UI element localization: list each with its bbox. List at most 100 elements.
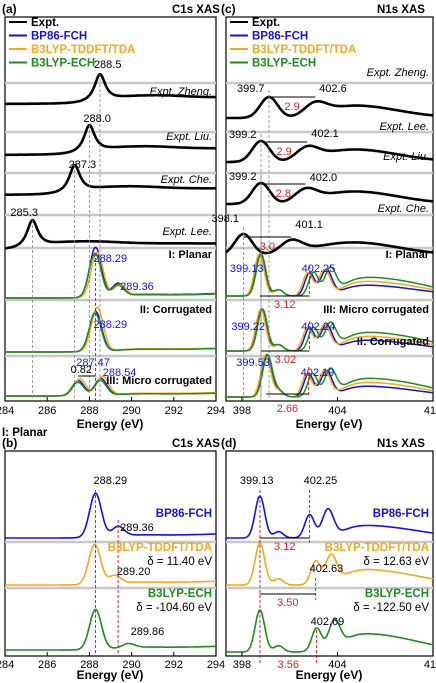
panel-b-title: C1s XAS: [172, 438, 220, 450]
x-tick-label: 290: [122, 405, 140, 417]
panel-d-curves: [226, 494, 434, 653]
expt-curve: [226, 139, 434, 164]
model-label: III: Micro corrugated: [323, 304, 429, 316]
x-tick-label: 294: [207, 659, 225, 671]
gap-label: 2.9: [276, 146, 291, 158]
expt-source-label: Expt. Che.: [161, 174, 212, 186]
panel-b-subtitle: I: Planar: [2, 427, 48, 439]
x-tick-label: 410: [424, 659, 436, 671]
expt-peak-label: 288.5: [94, 59, 122, 71]
panel-d-annotations: BP86-FCH 402.25 3.12 B3LYP-TDDFT/TDA δ = 12.…: [240, 475, 429, 671]
model-peak-label: 287.47: [76, 357, 110, 369]
legend-label: Expt.: [252, 17, 280, 29]
panel-b: (b) C1s XAS I: Planar BP86-FCH 288.29 289.…: [0, 427, 225, 682]
method-label: B3LYP-ECH: [148, 588, 212, 600]
expt-source-label: Expt. Liu.: [166, 131, 212, 143]
legend-label: Expt.: [31, 17, 59, 29]
panel-c-annotations: 399.7 402.6 Expt. Zheng. 2.9 399.2 402.1 Expt.…: [212, 67, 430, 415]
panel-d-frame: [225, 450, 434, 657]
panel-a-separators: [5, 81, 216, 358]
model-label: II: Corrugated: [357, 336, 429, 348]
panel-a-title: C1s XAS: [172, 4, 220, 16]
legend-label: BP86-FCH: [31, 31, 87, 43]
peak-label: 289.36: [120, 522, 154, 534]
panel-d-label: (d): [221, 436, 236, 450]
panel-a: (a) C1s XAS Expt. BP86-FCHB3LYP-TDDFT/TDA…: [0, 2, 225, 431]
panel-c-x-axis: 398 404 410: [233, 397, 436, 417]
model-peak1-label: 399.13: [230, 263, 264, 275]
panel-c-label: (c): [221, 2, 236, 16]
model-peak-label: 289.36: [120, 281, 154, 293]
method-curve: [5, 608, 216, 651]
model-label: I: Planar: [386, 249, 430, 261]
panel-d-x-axis: 398 404 410: [233, 652, 436, 671]
expt-peak-label: 288.0: [83, 113, 111, 125]
gap-label: 3.12: [274, 541, 295, 553]
expt-curve: [5, 163, 216, 196]
panel-d-title: N1s XAS: [377, 438, 425, 450]
method-label: B3LYP-ECH: [365, 588, 429, 600]
method-label: BP86-FCH: [373, 508, 429, 520]
x-tick-label: 294: [207, 405, 225, 417]
model-peak2-label: 402.19: [301, 367, 335, 379]
x-tick-label: 290: [122, 659, 140, 671]
model-curve-green: [5, 379, 216, 397]
expt-peak1-label: 399.7: [237, 83, 265, 95]
panel-a-x-axis: 284 286 288 290 292 294: [0, 397, 225, 417]
x-tick-label: 398: [233, 405, 251, 417]
method-curve: [226, 541, 434, 586]
panel-a-label: (a): [2, 2, 17, 16]
delta-label: δ = 12.63 eV: [363, 556, 429, 568]
method-label: B3LYP-TDDFT/TDA: [325, 542, 429, 554]
x-tick-label: 288: [80, 405, 98, 417]
model-curve-green: [226, 308, 434, 352]
panel-b-x-axis: 284 286 288 290 292 294: [0, 652, 225, 671]
panel-b-annotations: BP86-FCH 288.29 289.36 B3LYP-TDDFT/TDA 289.2…: [94, 475, 212, 655]
model-curve-orange: [226, 353, 434, 398]
expt-peak-label: 285.3: [10, 207, 38, 219]
expt-curve: [226, 181, 434, 206]
method-curve: [5, 543, 216, 586]
gap-label: 2.66: [277, 403, 298, 415]
model-curve-green: [226, 353, 434, 398]
panel-a-annotations: 288.5 Expt. Zheng. 288.0 Expt. Liu. 287.3 Exp…: [10, 59, 213, 400]
x-tick-label: 286: [38, 659, 56, 671]
panel-b-curves: [5, 492, 216, 651]
expt-source-label: Expt. Lee.: [162, 226, 212, 238]
legend-label: B3LYP-TDDFT/TDA: [252, 44, 356, 56]
expt-source-label: Expt. Che.: [378, 203, 429, 215]
method-label: BP86-FCH: [156, 508, 212, 520]
delta-label: δ = -122.50 eV: [353, 602, 429, 614]
expt-curve: [5, 123, 216, 157]
model-label: I: Planar: [169, 249, 213, 261]
expt-source-label: Expt. Liu.: [383, 151, 429, 163]
expt-curve: [5, 72, 217, 106]
expt-peak2-label: 401.1: [295, 219, 323, 231]
panel-a-frame: [4, 16, 217, 402]
x-tick-label: 292: [165, 659, 183, 671]
method-curve: [5, 492, 216, 539]
gap-label: 3.02: [275, 354, 296, 366]
expt-source-label: Expt. Lee.: [379, 121, 429, 133]
gap-label: 3.12: [274, 299, 295, 311]
method-curve: [226, 608, 434, 653]
panel-a-xlabel: Energy (eV): [77, 417, 144, 431]
peak-label: 289.86: [131, 626, 165, 638]
panel-c-title: N1s XAS: [377, 4, 425, 16]
legend-label: B3LYP-ECH: [252, 58, 316, 70]
x-tick-label: 404: [328, 405, 346, 417]
gap-label: 2.8: [276, 188, 291, 200]
expt-curve: [226, 95, 434, 120]
expt-peak-label: 287.3: [69, 159, 97, 171]
model-peak-label: 288.54: [103, 367, 137, 379]
peak1-label: 399.13: [240, 475, 274, 487]
panel-c-xlabel: Energy (eV): [296, 417, 363, 431]
peak-label: 288.29: [94, 475, 128, 487]
model-curve-green: [5, 312, 217, 353]
model-label: II: Corrugated: [140, 304, 212, 316]
model-curve-orange: [226, 308, 434, 352]
expt-curve: [225, 232, 434, 255]
model-label: III: Micro corrugated: [106, 375, 212, 387]
